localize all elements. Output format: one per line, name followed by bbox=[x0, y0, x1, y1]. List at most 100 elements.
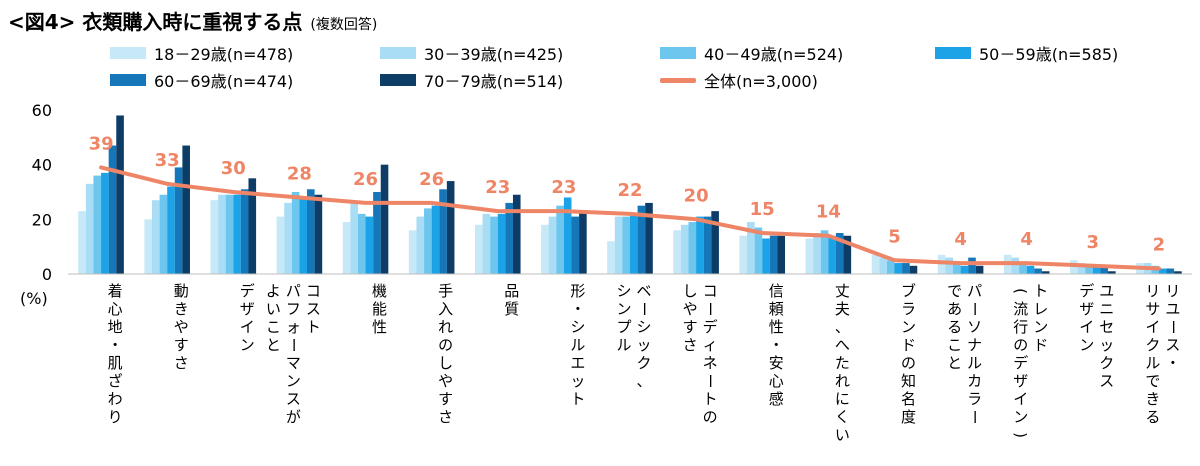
svg-text:す: す bbox=[683, 318, 698, 336]
total-data-label: 5 bbox=[888, 226, 901, 247]
svg-text:ー: ー bbox=[284, 337, 302, 352]
svg-text:の: の bbox=[1013, 336, 1028, 354]
legend-label-40-49: 40－49歳(n=524) bbox=[704, 45, 844, 64]
svg-text:カ: カ bbox=[967, 372, 982, 390]
svg-text:ッ: ッ bbox=[570, 372, 585, 390]
bar-series-0-cat-12 bbox=[871, 254, 880, 274]
svg-text:質: 質 bbox=[504, 300, 519, 318]
bar-series-2-cat-0 bbox=[93, 175, 102, 274]
svg-text:し: し bbox=[683, 282, 698, 300]
legend-item-total: 全体(n=3,000) bbox=[660, 70, 818, 91]
svg-text:ト: ト bbox=[1033, 282, 1048, 300]
bar-series-3-cat-7 bbox=[563, 197, 572, 274]
svg-text:ン: ン bbox=[286, 372, 301, 390]
legend-label-50-59: 50－59歳(n=585) bbox=[979, 45, 1119, 64]
svg-text:ル: ル bbox=[616, 336, 631, 354]
svg-text:ク: ク bbox=[1145, 336, 1160, 354]
bar-series-3-cat-5 bbox=[431, 205, 440, 274]
svg-text:に: に bbox=[835, 390, 850, 408]
svg-text:パ: パ bbox=[967, 282, 982, 300]
svg-text:さ: さ bbox=[683, 336, 698, 354]
bar-series-0-cat-13 bbox=[937, 254, 946, 274]
svg-text:シ: シ bbox=[616, 282, 631, 300]
x-category-label: 品質 bbox=[504, 282, 519, 318]
total-line bbox=[99, 165, 1161, 271]
bar-series-1-cat-11 bbox=[813, 233, 821, 274]
legend-label-30-39: 30－39歳(n=425) bbox=[424, 45, 564, 64]
bar-series-4-cat-14 bbox=[1034, 268, 1042, 274]
svg-text:が: が bbox=[286, 408, 301, 426]
svg-text:イ: イ bbox=[1013, 390, 1028, 408]
svg-text:ン: ン bbox=[1079, 336, 1094, 354]
svg-text:知: 知 bbox=[901, 372, 916, 390]
svg-text:手: 手 bbox=[438, 282, 453, 300]
svg-text:フ: フ bbox=[286, 300, 301, 318]
total-data-label: 39 bbox=[89, 133, 114, 154]
total-data-label: 26 bbox=[353, 169, 378, 190]
bar-series-5-cat-5 bbox=[446, 181, 455, 274]
bar-series-5-cat-7 bbox=[579, 211, 587, 274]
bar-series-0-cat-2 bbox=[210, 200, 219, 274]
svg-text:ス: ス bbox=[1099, 372, 1114, 390]
total-data-label: 26 bbox=[419, 169, 444, 190]
svg-text:ス: ス bbox=[306, 300, 321, 318]
bar-series-5-cat-14 bbox=[1041, 271, 1050, 274]
svg-text:す: す bbox=[438, 390, 453, 408]
legend-swatch-50-59 bbox=[935, 47, 971, 59]
chart-subtitle: (複数回答) bbox=[310, 17, 378, 33]
total-data-label: 22 bbox=[617, 180, 642, 201]
svg-text:ト: ト bbox=[570, 390, 585, 408]
bar-series-4-cat-16 bbox=[1166, 268, 1175, 274]
bar-series-2-cat-11 bbox=[820, 230, 829, 274]
legend-swatch-30-39 bbox=[380, 47, 416, 59]
svg-text:動: 動 bbox=[174, 282, 189, 300]
svg-text:き: き bbox=[174, 300, 189, 318]
legend-swatch-18-29 bbox=[110, 47, 146, 59]
svg-text:パ: パ bbox=[286, 282, 301, 300]
svg-text:形: 形 bbox=[570, 282, 585, 300]
y-tick-label: 20 bbox=[32, 210, 52, 229]
svg-text:ド: ド bbox=[901, 336, 916, 354]
svg-text:コ: コ bbox=[306, 282, 321, 300]
svg-text:さ: さ bbox=[438, 408, 453, 426]
bar-series-3-cat-13 bbox=[960, 265, 969, 274]
bar-series-1-cat-5 bbox=[416, 216, 425, 274]
legend-label-18-29: 18－29歳(n=478) bbox=[154, 45, 294, 64]
svg-text:ラ: ラ bbox=[967, 390, 982, 408]
bar-series-2-cat-13 bbox=[952, 263, 961, 274]
x-axis-labels: 着心地・肌ざわり動きやすさデザインコストパフォーマンスがよいこと機能性手入れのし… bbox=[108, 282, 1182, 444]
svg-text:・: ・ bbox=[570, 300, 585, 318]
bar-series-2-cat-2 bbox=[225, 194, 234, 274]
svg-text:ブ: ブ bbox=[901, 282, 916, 300]
legend-label-70-79: 70－79歳(n=514) bbox=[424, 72, 564, 91]
bar-series-3-cat-8 bbox=[630, 213, 638, 274]
bar-series-3-cat-12 bbox=[894, 263, 903, 274]
bar-series-1-cat-12 bbox=[879, 257, 887, 274]
svg-text:マ: マ bbox=[286, 354, 301, 372]
svg-text:れ: れ bbox=[438, 318, 453, 336]
bar-series-3-cat-2 bbox=[233, 194, 241, 274]
legend-item-18-29: 18－29歳(n=478) bbox=[110, 43, 294, 64]
bar-series-2-cat-14 bbox=[1019, 263, 1027, 274]
bar-series-2-cat-3 bbox=[291, 192, 300, 274]
x-category-label: 信頼性・安心感 bbox=[769, 282, 784, 408]
bar-series-0-cat-9 bbox=[673, 230, 681, 274]
svg-text:能: 能 bbox=[372, 300, 387, 318]
svg-text:レ: レ bbox=[1033, 300, 1048, 318]
svg-text:・: ・ bbox=[108, 336, 123, 354]
bar-series-4-cat-10 bbox=[769, 235, 778, 274]
bar-series-4-cat-3 bbox=[307, 189, 315, 274]
bar-series-1-cat-6 bbox=[482, 213, 491, 274]
bar-series-1-cat-0 bbox=[85, 183, 94, 274]
total-data-label: 4 bbox=[954, 229, 967, 250]
bar-series-1-cat-1 bbox=[151, 200, 160, 274]
bar-series-0-cat-5 bbox=[408, 230, 417, 274]
svg-text:品: 品 bbox=[504, 282, 519, 300]
svg-text:ザ: ザ bbox=[1079, 300, 1094, 318]
bar-series-1-cat-2 bbox=[218, 194, 226, 274]
svg-text:ォ: ォ bbox=[286, 318, 301, 336]
